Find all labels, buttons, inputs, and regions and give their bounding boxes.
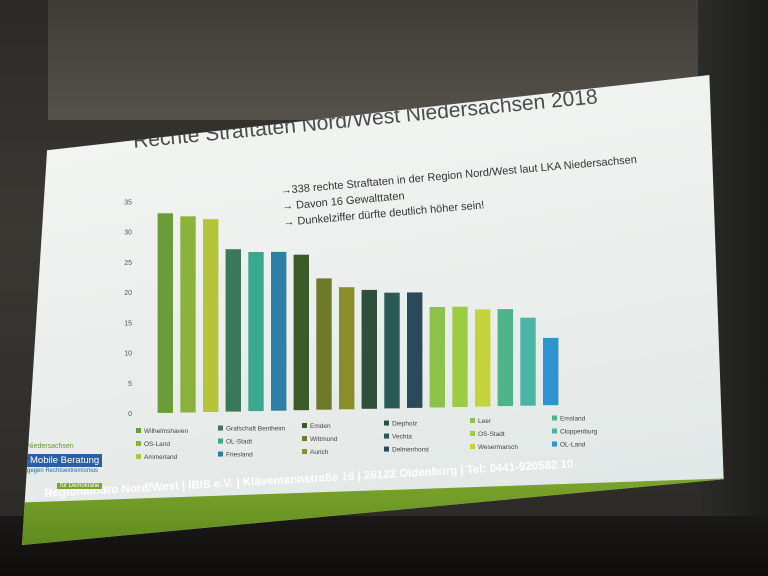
logo-line: für Demokratie bbox=[57, 483, 103, 489]
legend-swatch bbox=[218, 451, 223, 457]
legend-swatch bbox=[552, 428, 557, 434]
legend-swatch bbox=[470, 417, 475, 423]
legend-label: Friesland bbox=[226, 452, 253, 459]
legend-swatch bbox=[302, 436, 307, 442]
bar bbox=[407, 292, 423, 408]
bar bbox=[543, 337, 559, 406]
bar bbox=[520, 317, 536, 406]
legend-label: Emsland bbox=[560, 416, 586, 423]
y-tick-label: 35 bbox=[124, 199, 132, 206]
y-tick-label: 0 bbox=[128, 411, 132, 418]
legend-swatch bbox=[384, 433, 389, 439]
bar bbox=[225, 249, 241, 412]
y-tick-label: 10 bbox=[124, 351, 132, 358]
legend: Wilhelmshaven OS-Land Ammerland Grafschaft … bbox=[136, 415, 598, 461]
legend-swatch bbox=[302, 423, 307, 429]
projected-slide: Rechte Straftaten Nord/West Niedersachse… bbox=[22, 75, 724, 545]
legend-item: Grafschaft Bentheim bbox=[218, 425, 285, 433]
legend-item: Aurich bbox=[302, 449, 329, 456]
bar bbox=[452, 306, 468, 407]
y-tick-label: 20 bbox=[124, 290, 132, 297]
bar bbox=[361, 289, 377, 409]
bar bbox=[497, 309, 513, 407]
legend-label: OL-Stadt bbox=[226, 439, 252, 446]
legend-swatch bbox=[470, 443, 475, 449]
y-axis: 0 5 10 15 20 25 30 35 bbox=[124, 199, 132, 418]
legend-item: Friesland bbox=[218, 451, 253, 459]
legend-item: OS-Land bbox=[136, 441, 170, 448]
bar bbox=[157, 213, 173, 413]
legend-label: Delmenhorst bbox=[392, 447, 429, 454]
legend-label: OS-Stadt bbox=[478, 431, 505, 438]
legend-swatch bbox=[552, 415, 557, 421]
bar bbox=[429, 307, 445, 408]
legend-item: Vechta bbox=[384, 433, 412, 441]
legend-swatch bbox=[302, 449, 307, 455]
legend-item: Wesermarsch bbox=[470, 443, 518, 451]
logo-line: Mobile Beratung bbox=[27, 454, 103, 467]
legend-label: OS-Land bbox=[144, 441, 170, 448]
legend-item: Cloppenburg bbox=[552, 428, 598, 436]
legend-label: Wesermarsch bbox=[478, 444, 518, 451]
legend-item: OS-Stadt bbox=[470, 430, 505, 438]
bar bbox=[339, 287, 355, 410]
legend-label: Vechta bbox=[392, 434, 412, 441]
bar bbox=[293, 254, 309, 411]
bar bbox=[475, 309, 491, 407]
bars bbox=[157, 213, 559, 413]
legend-swatch bbox=[218, 425, 223, 431]
y-tick-label: 15 bbox=[124, 320, 132, 327]
legend-item: Diepholz bbox=[384, 420, 417, 428]
legend-item: Emsland bbox=[552, 415, 586, 423]
legend-item: Delmenhorst bbox=[384, 446, 429, 454]
legend-label: OL-Land bbox=[560, 442, 586, 449]
bar bbox=[271, 251, 287, 411]
legend-swatch bbox=[136, 454, 141, 459]
legend-swatch bbox=[384, 446, 389, 452]
legend-item: OL-Stadt bbox=[218, 438, 252, 446]
legend-label: Aurich bbox=[310, 449, 329, 456]
legend-label: Wittmund bbox=[310, 436, 338, 443]
y-tick-label: 5 bbox=[128, 381, 132, 388]
logo-line: Niedersachsen bbox=[27, 443, 74, 450]
legend-item: Wilhelmshaven bbox=[136, 428, 188, 435]
legend-label: Emden bbox=[310, 423, 331, 430]
legend-label: Grafschaft Bentheim bbox=[226, 426, 285, 433]
bar bbox=[203, 219, 219, 412]
mobile-beratung-logo: Niedersachsen Mobile Beratung gegen Rech… bbox=[27, 443, 109, 489]
legend-label: Leer bbox=[478, 418, 492, 425]
bar-chart: 0 5 10 15 20 25 30 35 Wilhelmshaven OS-Land Ammer… bbox=[124, 199, 598, 461]
legend-label: Cloppenburg bbox=[560, 429, 598, 436]
legend-item: Wittmund bbox=[302, 436, 338, 443]
y-tick-label: 30 bbox=[124, 230, 132, 237]
legend-swatch bbox=[136, 428, 141, 433]
logo-line: gegen Rechtsextremismus bbox=[27, 468, 99, 474]
bar bbox=[248, 252, 264, 412]
legend-item: Leer bbox=[470, 417, 492, 425]
legend-swatch bbox=[384, 420, 389, 426]
bar bbox=[180, 216, 196, 413]
legend-item: Ammerland bbox=[136, 454, 178, 461]
bar bbox=[384, 292, 400, 409]
legend-label: Diepholz bbox=[392, 421, 417, 428]
legend-item: OL-Land bbox=[552, 441, 586, 449]
legend-swatch bbox=[552, 441, 557, 447]
bar bbox=[316, 278, 332, 410]
legend-swatch bbox=[218, 438, 223, 444]
legend-label: Ammerland bbox=[144, 454, 178, 461]
legend-item: Emden bbox=[302, 423, 331, 430]
legend-swatch bbox=[136, 441, 141, 446]
legend-swatch bbox=[470, 430, 475, 436]
legend-label: Wilhelmshaven bbox=[144, 428, 188, 435]
y-tick-label: 25 bbox=[124, 260, 132, 267]
